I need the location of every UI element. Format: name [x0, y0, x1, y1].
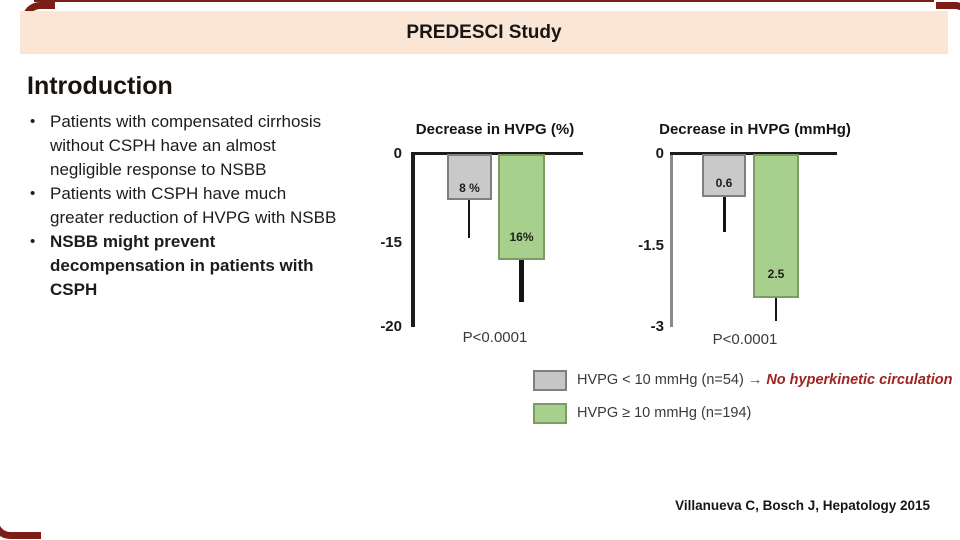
legend-label: HVPG ≥ 10 mmHg (n=194)	[577, 405, 752, 421]
zero-baseline	[670, 152, 837, 155]
y-tick-label: -20	[380, 318, 402, 335]
bar-hvpg-ge10-mmhg: 2.5	[753, 154, 799, 298]
bullet-text: Patients with compensated cirrhosis with…	[50, 112, 322, 179]
bar-value-label: 0.6	[715, 176, 733, 190]
frame-top-line	[34, 0, 934, 2]
bar-value-label: 16%	[509, 230, 534, 244]
frame-corner-top-right	[936, 2, 960, 35]
y-tick-label: -15	[380, 234, 402, 251]
legend-label: HVPG < 10 mmHg (n=54)	[577, 372, 744, 388]
section-heading: Introduction	[27, 72, 173, 100]
bar-hvpg-lt10-percent: 8 %	[447, 154, 492, 200]
p-value: P<0.0001	[462, 329, 528, 346]
y-tick-label: 0	[393, 145, 402, 162]
chart-title-percent: Decrease in HVPG (%)	[415, 121, 575, 138]
error-whisker	[468, 200, 470, 238]
bullet-item: • Patients with CSPH have much greater r…	[30, 182, 342, 230]
frame-corner-bottom-left	[0, 502, 41, 539]
citation: Villanueva C, Bosch J, Hepatology 2015	[675, 498, 930, 513]
y-axis-line	[411, 152, 415, 327]
bullet-dot: •	[30, 113, 36, 130]
legend-note: No hyperkinetic circulation	[766, 372, 953, 388]
error-whisker	[723, 197, 726, 232]
chart-title-mmhg: Decrease in HVPG (mmHg)	[659, 121, 851, 138]
legend-swatch-green	[533, 403, 567, 424]
error-whisker	[519, 260, 524, 302]
arrow-right-icon: →	[747, 372, 763, 388]
legend-swatch-gray	[533, 370, 567, 391]
bar-hvpg-lt10-mmhg: 0.6	[702, 154, 746, 197]
slide-title: PREDESCI Study	[406, 21, 562, 43]
bullet-item: • NSBB might prevent decompensation in p…	[30, 230, 342, 302]
legend-entry: HVPG ≥ 10 mmHg (n=194)	[577, 405, 751, 421]
bullet-text: NSBB might prevent decompensation in pat…	[50, 232, 314, 299]
y-tick-label: -3	[650, 318, 664, 335]
bullet-item: • Patients with compensated cirrhosis wi…	[30, 110, 342, 182]
p-value: P<0.0001	[712, 331, 778, 348]
y-tick-label: 0	[655, 145, 664, 162]
error-whisker	[775, 298, 777, 321]
header-bar: PREDESCI Study	[20, 11, 948, 54]
bullet-dot: •	[30, 233, 36, 250]
bullet-list: • Patients with compensated cirrhosis wi…	[30, 110, 342, 302]
frame-corner-bottom-right	[926, 510, 960, 540]
bar-hvpg-ge10-percent: 16%	[498, 154, 545, 260]
bullet-dot: •	[30, 185, 36, 202]
bar-value-label: 8 %	[459, 181, 480, 195]
y-tick-label: -1.5	[638, 237, 664, 254]
zero-baseline	[411, 152, 583, 155]
y-axis-line	[670, 152, 673, 327]
bar-value-label: 2.5	[767, 267, 785, 281]
bullet-text: Patients with CSPH have much greater red…	[50, 184, 337, 227]
legend-entry: HVPG < 10 mmHg (n=54) → No hyperkinetic ci…	[577, 372, 952, 388]
